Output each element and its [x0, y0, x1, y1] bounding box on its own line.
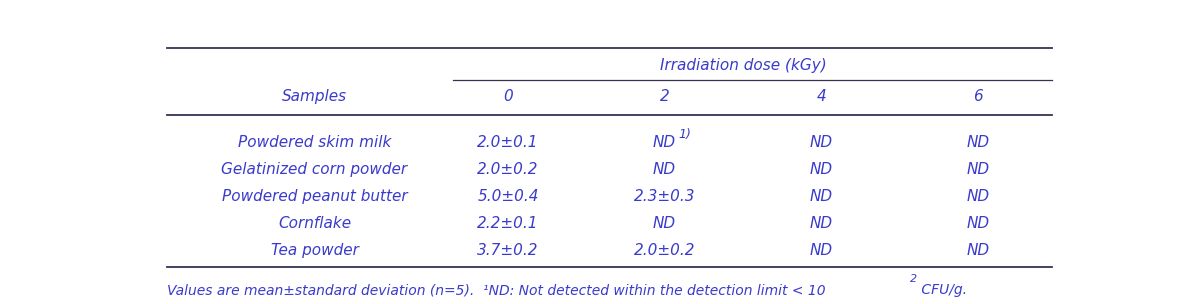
Text: ND: ND: [967, 162, 989, 178]
Text: ND: ND: [810, 136, 832, 150]
Text: 2.0±0.2: 2.0±0.2: [634, 243, 696, 258]
Text: ND: ND: [810, 216, 832, 231]
Text: ND: ND: [967, 136, 989, 150]
Text: Powdered skim milk: Powdered skim milk: [238, 136, 391, 150]
Text: CFU/g.: CFU/g.: [917, 283, 967, 297]
Text: ND: ND: [967, 216, 989, 231]
Text: ND: ND: [967, 189, 989, 204]
Text: Samples: Samples: [282, 89, 347, 104]
Text: Irradiation dose (kGy): Irradiation dose (kGy): [660, 58, 826, 73]
Text: 2.0±0.1: 2.0±0.1: [477, 136, 539, 150]
Text: Tea powder: Tea powder: [271, 243, 358, 258]
Text: Values are mean±standard deviation (n=5).  ¹ND: Not detected within the detectio: Values are mean±standard deviation (n=5)…: [166, 283, 825, 297]
Text: 2.2±0.1: 2.2±0.1: [477, 216, 539, 231]
Text: 2: 2: [660, 89, 669, 104]
Text: Gelatinized corn powder: Gelatinized corn powder: [221, 162, 408, 178]
Text: ND: ND: [810, 162, 832, 178]
Text: ND: ND: [653, 216, 677, 231]
Text: ND: ND: [967, 243, 989, 258]
Text: Cornflake: Cornflake: [278, 216, 351, 231]
Text: ND: ND: [653, 162, 677, 178]
Text: 1): 1): [679, 128, 691, 140]
Text: Powdered peanut butter: Powdered peanut butter: [221, 189, 408, 204]
Text: 2.3±0.3: 2.3±0.3: [634, 189, 696, 204]
Text: 6: 6: [973, 89, 983, 104]
Text: ND: ND: [653, 136, 677, 150]
Text: 5.0±0.4: 5.0±0.4: [477, 189, 539, 204]
Text: ND: ND: [810, 243, 832, 258]
Text: 2: 2: [910, 274, 917, 284]
Text: 3.7±0.2: 3.7±0.2: [477, 243, 539, 258]
Text: 0: 0: [503, 89, 512, 104]
Text: ND: ND: [810, 189, 832, 204]
Text: 2.0±0.2: 2.0±0.2: [477, 162, 539, 178]
Text: 4: 4: [817, 89, 826, 104]
